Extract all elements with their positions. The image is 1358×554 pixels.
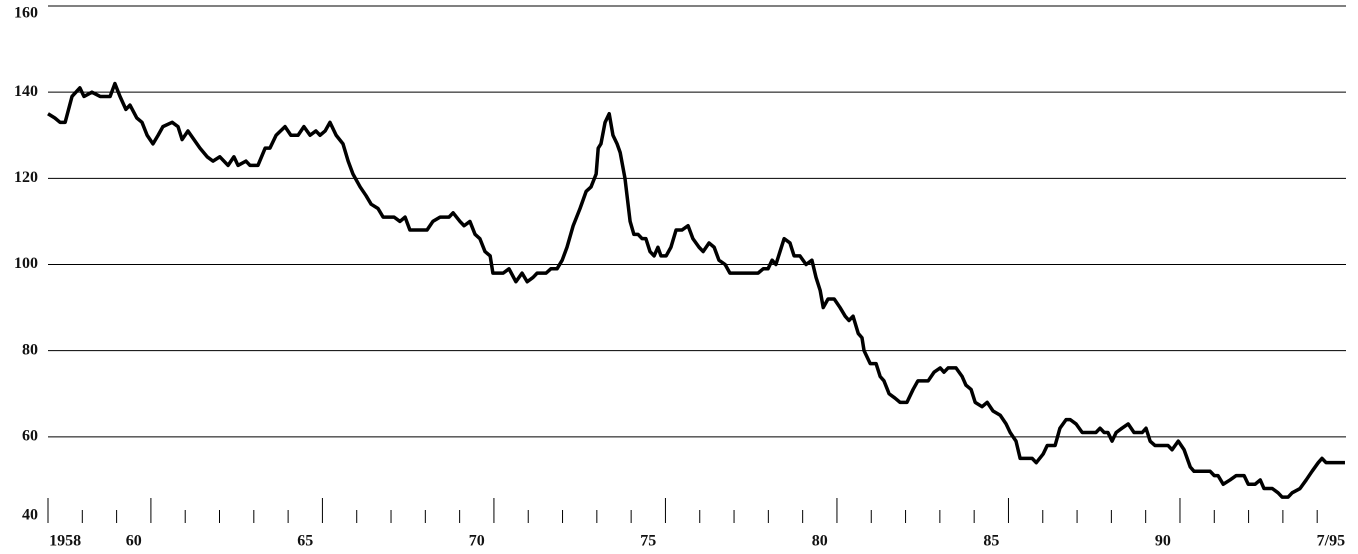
x-tick-label: 7/95 bbox=[1317, 533, 1345, 550]
x-tick-label: 75 bbox=[640, 533, 656, 550]
y-tick-label: 120 bbox=[14, 169, 38, 186]
y-tick-label: 60 bbox=[22, 428, 38, 445]
x-tick-label: 1958 bbox=[49, 533, 81, 550]
x-tick-label: 90 bbox=[1155, 533, 1171, 550]
x-tick-label: 65 bbox=[297, 533, 313, 550]
x-tick-label: 85 bbox=[983, 533, 999, 550]
y-tick-label: 40 bbox=[22, 507, 38, 524]
y-tick-label: 80 bbox=[22, 341, 38, 358]
y-tick-label: 160 bbox=[14, 5, 38, 22]
y-tick-label: 100 bbox=[14, 255, 38, 272]
y-tick-label: 140 bbox=[14, 83, 38, 100]
x-tick-label: 70 bbox=[469, 533, 485, 550]
data-line bbox=[47, 81, 1345, 499]
x-tick-label: 60 bbox=[126, 533, 142, 550]
x-tick-label: 80 bbox=[812, 533, 828, 550]
